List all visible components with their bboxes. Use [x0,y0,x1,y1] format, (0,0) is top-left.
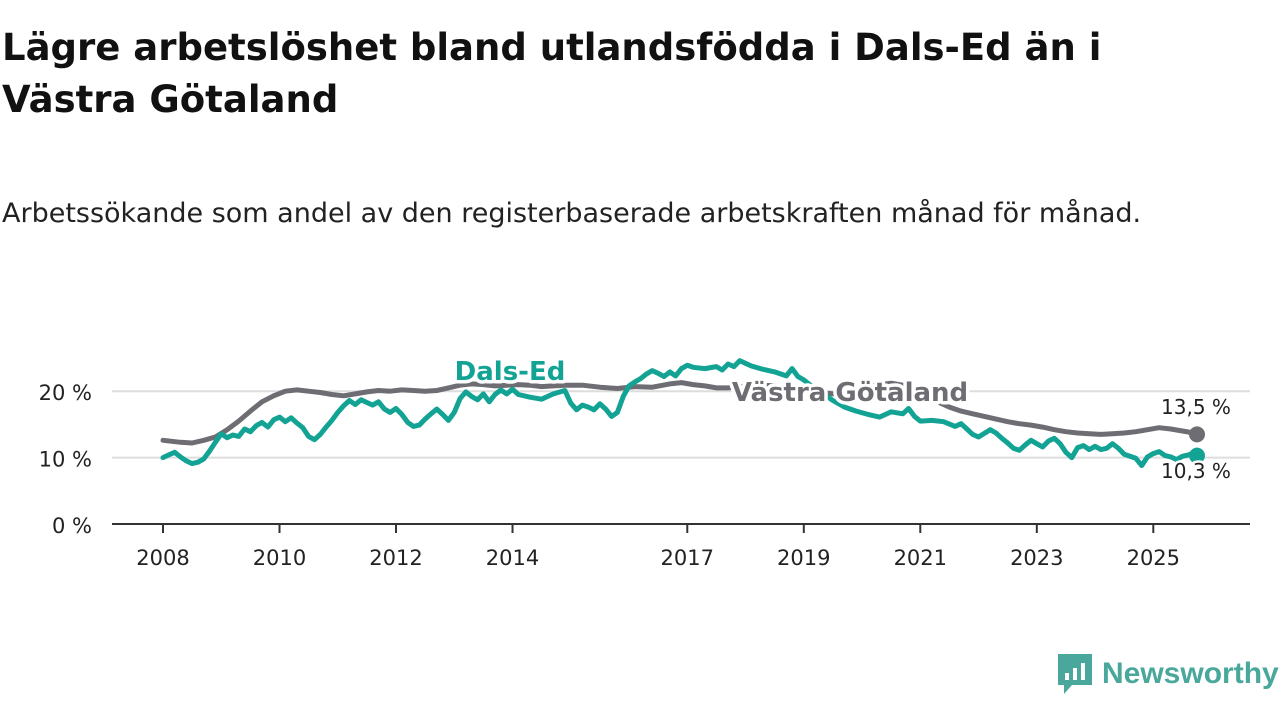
y-tick-label: 20 % [39,381,92,405]
x-tick-label: 2021 [894,546,947,570]
series-label-vastra-gotaland: Västra Götaland [732,378,968,408]
x-tick-label: 2025 [1127,546,1180,570]
series-label-dals-ed: Dals-Ed [455,357,566,387]
brand: Newsworthy [1058,653,1279,695]
chart-subtitle: Arbetssökande som andel av den registerb… [2,198,1142,229]
end-value-label-vastra-gotaland: 13,5 % [1161,395,1231,419]
y-tick-label: 0 % [52,514,92,538]
series-label-vastra-gotaland-halo: Västra Götaland [732,378,968,408]
series-end-point [1189,447,1205,464]
newsworthy-logo-icon [1058,654,1092,694]
end-value-label-vastra-gotaland-halo: 13,5 % [1161,395,1231,419]
x-tick-label: 2010 [253,546,306,570]
x-tick-label: 2023 [1010,546,1063,570]
line-chart: 0 % 10 % 20 % 2008 2010 2012 2014 2017 2019 2021 2… [38,354,1250,570]
x-tick-label: 2017 [661,546,714,570]
x-tick-label: 2019 [777,546,830,570]
series-label-dals-ed-halo: Dals-Ed [455,357,566,387]
axes: 0 % 10 % 20 % 2008 2010 2012 2014 2017 2019 2021 2… [39,381,1250,570]
series-end-point [1189,426,1205,443]
x-tick-label: 2012 [369,546,422,570]
end-value-label-dals-ed: 10,3 % [1161,459,1231,483]
chart-title: Lägre arbetslöshet bland utlandsfödda i … [2,26,1102,121]
y-tick-label: 10 % [39,448,92,472]
series-line-dals-ed [160,358,1200,469]
x-tick-label: 2014 [486,546,539,570]
end-value-label-dals-ed-halo: 10,3 % [1161,459,1231,483]
series-lines [160,358,1205,469]
series-line-v-stra-g-taland [160,380,1200,446]
x-tick-label: 2008 [136,546,189,570]
brand-name: Newsworthy [1102,657,1279,690]
